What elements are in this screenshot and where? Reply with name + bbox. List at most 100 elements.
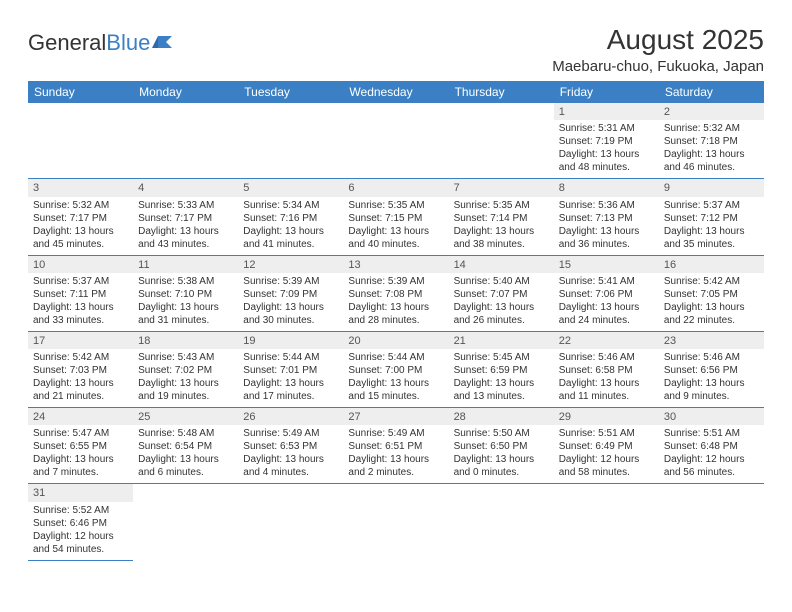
title-block: August 2025 Maebaru-chuo, Fukuoka, Japan xyxy=(552,24,764,75)
day-cell: 7Sunrise: 5:35 AMSunset: 7:14 PMDaylight… xyxy=(449,179,554,255)
day-number: 26 xyxy=(238,408,343,425)
day-cell: 23Sunrise: 5:46 AMSunset: 6:56 PMDayligh… xyxy=(659,331,764,407)
day-cell: 3Sunrise: 5:32 AMSunset: 7:17 PMDaylight… xyxy=(28,179,133,255)
sunrise-line: Sunrise: 5:34 AM xyxy=(243,199,338,212)
day-number: 30 xyxy=(659,408,764,425)
day-number: 15 xyxy=(554,256,659,273)
day-cell: 13Sunrise: 5:39 AMSunset: 7:08 PMDayligh… xyxy=(343,255,448,331)
daylight-line: Daylight: 13 hours and 26 minutes. xyxy=(454,301,549,327)
day-number: 27 xyxy=(343,408,448,425)
sunrise-line: Sunrise: 5:39 AM xyxy=(348,275,443,288)
logo-text-2: Blue xyxy=(106,30,150,56)
sunset-line: Sunset: 7:03 PM xyxy=(33,364,128,377)
daylight-line: Daylight: 13 hours and 33 minutes. xyxy=(33,301,128,327)
calendar-body: 1Sunrise: 5:31 AMSunset: 7:19 PMDaylight… xyxy=(28,103,764,560)
sunset-line: Sunset: 7:17 PM xyxy=(33,212,128,225)
day-cell: 8Sunrise: 5:36 AMSunset: 7:13 PMDaylight… xyxy=(554,179,659,255)
logo: GeneralBlue xyxy=(28,24,174,56)
day-number: 1 xyxy=(554,103,659,120)
day-cell: 28 Sunrise: 5:50 AMSunset: 6:50 PMDayligh… xyxy=(449,408,554,484)
sunrise-line: Sunrise: 5:32 AM xyxy=(33,199,128,212)
day-number: 2 xyxy=(659,103,764,120)
day-cell: 26Sunrise: 5:49 AMSunset: 6:53 PMDayligh… xyxy=(238,408,343,484)
calendar-week-row: 24Sunrise: 5:47 AMSunset: 6:55 PMDayligh… xyxy=(28,408,764,484)
sunset-line: Sunset: 7:02 PM xyxy=(138,364,233,377)
calendar-week-row: 1Sunrise: 5:31 AMSunset: 7:19 PMDaylight… xyxy=(28,103,764,179)
day-cell: 18Sunrise: 5:43 AMSunset: 7:02 PMDayligh… xyxy=(133,331,238,407)
sunrise-line: Sunrise: 5:42 AM xyxy=(664,275,759,288)
daylight-line: Daylight: 13 hours and 22 minutes. xyxy=(664,301,759,327)
sunset-line: Sunset: 6:55 PM xyxy=(33,440,128,453)
sunset-line: Sunset: 6:48 PM xyxy=(664,440,759,453)
sunrise-line: Sunrise: 5:42 AM xyxy=(33,351,128,364)
weekday-header: Wednesday xyxy=(343,81,448,103)
sunrise-line: Sunrise: 5:37 AM xyxy=(33,275,128,288)
daylight-line: Daylight: 13 hours and 45 minutes. xyxy=(33,225,128,251)
daylight-line: Daylight: 13 hours and 30 minutes. xyxy=(243,301,338,327)
day-number: 13 xyxy=(343,256,448,273)
sunrise-line: Sunrise: 5:52 AM xyxy=(33,504,128,517)
sunrise-line: Sunrise: 5:50 AM xyxy=(454,427,549,440)
sunrise-line: Sunrise: 5:47 AM xyxy=(33,427,128,440)
day-cell: 22Sunrise: 5:46 AMSunset: 6:58 PMDayligh… xyxy=(554,331,659,407)
day-number: 25 xyxy=(133,408,238,425)
sunrise-line: Sunrise: 5:37 AM xyxy=(664,199,759,212)
sunset-line: Sunset: 7:14 PM xyxy=(454,212,549,225)
daylight-line: Daylight: 13 hours and 9 minutes. xyxy=(664,377,759,403)
empty-day-cell xyxy=(554,484,659,560)
empty-day-cell xyxy=(238,484,343,560)
daylight-line: Daylight: 13 hours and 19 minutes. xyxy=(138,377,233,403)
month-title: August 2025 xyxy=(552,24,764,56)
sunrise-line: Sunrise: 5:31 AM xyxy=(559,122,654,135)
sunrise-line: Sunrise: 5:43 AM xyxy=(138,351,233,364)
location: Maebaru-chuo, Fukuoka, Japan xyxy=(552,58,764,75)
empty-day-cell xyxy=(343,103,448,179)
day-number: 6 xyxy=(343,179,448,196)
daylight-line: Daylight: 12 hours and 58 minutes. xyxy=(559,453,654,479)
sunset-line: Sunset: 6:50 PM xyxy=(454,440,549,453)
sunset-line: Sunset: 7:07 PM xyxy=(454,288,549,301)
calendar-week-row: 17 Sunrise: 5:42 AMSunset: 7:03 PM Dayligh… xyxy=(28,331,764,407)
daylight-line: Daylight: 13 hours and 17 minutes. xyxy=(243,377,338,403)
day-number: 23 xyxy=(659,332,764,349)
day-number: 28 xyxy=(449,408,554,425)
daylight-line: Daylight: 13 hours and 0 minutes. xyxy=(454,453,549,479)
empty-day-cell xyxy=(133,103,238,179)
day-cell: 2Sunrise: 5:32 AMSunset: 7:18 PMDaylight… xyxy=(659,103,764,179)
sunrise-line: Sunrise: 5:45 AM xyxy=(454,351,549,364)
calendar-week-row: 31Sunrise: 5:52 AMSunset: 6:46 PMDayligh… xyxy=(28,484,764,560)
empty-day-cell xyxy=(659,484,764,560)
daylight-line: Daylight: 13 hours and 28 minutes. xyxy=(348,301,443,327)
sunset-line: Sunset: 6:59 PM xyxy=(454,364,549,377)
sunset-line: Sunset: 7:06 PM xyxy=(559,288,654,301)
sunset-line: Sunset: 7:16 PM xyxy=(243,212,338,225)
day-number: 17 xyxy=(28,332,133,349)
daylight-line: Daylight: 13 hours and 15 minutes. xyxy=(348,377,443,403)
day-cell: 1Sunrise: 5:31 AMSunset: 7:19 PMDaylight… xyxy=(554,103,659,179)
daylight-line: Daylight: 13 hours and 35 minutes. xyxy=(664,225,759,251)
sunrise-line: Sunrise: 5:32 AM xyxy=(664,122,759,135)
day-cell: 15Sunrise: 5:41 AMSunset: 7:06 PMDayligh… xyxy=(554,255,659,331)
sunset-line: Sunset: 6:56 PM xyxy=(664,364,759,377)
daylight-line: Daylight: 13 hours and 41 minutes. xyxy=(243,225,338,251)
sunrise-line: Sunrise: 5:49 AM xyxy=(348,427,443,440)
day-cell: 27Sunrise: 5:49 AMSunset: 6:51 PMDayligh… xyxy=(343,408,448,484)
daylight-line: Daylight: 12 hours and 54 minutes. xyxy=(33,530,128,556)
weekday-header: Friday xyxy=(554,81,659,103)
daylight-line: Daylight: 13 hours and 6 minutes. xyxy=(138,453,233,479)
sunset-line: Sunset: 7:18 PM xyxy=(664,135,759,148)
sunrise-line: Sunrise: 5:51 AM xyxy=(664,427,759,440)
day-cell: 10Sunrise: 5:37 AMSunset: 7:11 PMDayligh… xyxy=(28,255,133,331)
empty-day-cell xyxy=(449,484,554,560)
sunrise-line: Sunrise: 5:38 AM xyxy=(138,275,233,288)
empty-day-cell xyxy=(238,103,343,179)
daylight-line: Daylight: 13 hours and 7 minutes. xyxy=(33,453,128,479)
daylight-line: Daylight: 13 hours and 2 minutes. xyxy=(348,453,443,479)
day-cell: 21Sunrise: 5:45 AMSunset: 6:59 PMDayligh… xyxy=(449,331,554,407)
sunset-line: Sunset: 7:10 PM xyxy=(138,288,233,301)
sunrise-line: Sunrise: 5:46 AM xyxy=(559,351,654,364)
day-number: 31 xyxy=(28,484,133,501)
empty-day-cell xyxy=(343,484,448,560)
day-number: 16 xyxy=(659,256,764,273)
sunrise-line: Sunrise: 5:39 AM xyxy=(243,275,338,288)
